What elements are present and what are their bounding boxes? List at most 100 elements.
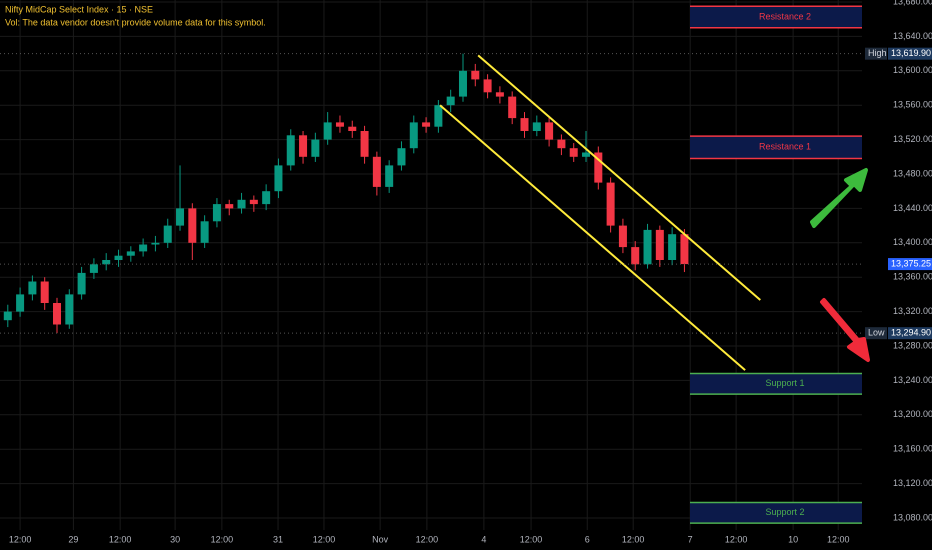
candle-body [483,79,492,93]
channel-line [439,104,746,371]
candle-body [40,281,49,303]
candle-body [53,303,62,325]
candle-body [618,225,627,248]
candle-body [89,264,98,273]
x-tick-label: 10 [788,534,798,544]
candle-body [557,139,566,149]
candle-body [360,131,369,157]
candle-body [65,294,74,325]
price-label-name-box [865,327,887,340]
y-tick-label: 13,360.00 [893,272,932,282]
candle-body [532,122,541,131]
candle-body [471,70,480,80]
candle-body [163,225,172,243]
overlay [0,53,862,371]
x-tick-label: 4 [481,534,486,544]
candle-body [385,165,394,187]
candle-body [643,229,652,265]
y-tick-label: 13,160.00 [893,444,932,454]
candle-body [631,247,640,265]
candle-body [680,234,689,265]
x-tick-label: 12:00 [313,534,336,544]
x-tick-label: 12:00 [211,534,234,544]
candle-body [348,126,357,131]
candle-body [237,199,246,209]
subtitle: Vol: The data vendor doesn't provide vol… [5,17,266,27]
candle-body [28,281,37,295]
y-tick-label: 13,440.00 [893,203,932,213]
price-label-name: Low [868,328,885,338]
grid [0,0,862,530]
zone-label: Resistance 2 [759,11,811,21]
zone-label: Support 2 [765,507,804,517]
candle-body [446,96,455,106]
zone-label: Support 1 [765,378,804,388]
candle-body [151,242,160,245]
candle-body [434,105,443,127]
zones: Resistance 2 Resistance 1 Support 1 Support… [690,5,880,524]
candle-body [594,152,603,183]
candle-body [262,191,271,205]
chart-title: Nifty MidCap Select Index · 15 · NSE [5,4,153,14]
candle-body [249,199,258,205]
y-tick-label: 13,240.00 [893,375,932,385]
x-tick-label: 6 [585,534,590,544]
price-label-box [888,327,932,340]
zone [690,6,880,28]
channel-line [477,54,761,301]
price-label-name-box [865,47,887,60]
candle-body [569,148,578,157]
zone [690,502,880,524]
candle-body [397,148,406,166]
y-tick-label: 13,320.00 [893,306,932,316]
candle-body [286,135,295,166]
x-tick-label: 12:00 [725,534,748,544]
candle-body [16,294,25,312]
candle-body [274,165,283,192]
price-label-box [888,47,932,60]
candle-body [188,208,197,243]
up-arrow [810,168,868,228]
y-tick-label: 13,120.00 [893,478,932,488]
candle-body [335,122,344,127]
candle-body [495,92,504,97]
x-tick-label: 12:00 [827,534,850,544]
x-tick-label: 30 [170,534,180,544]
candle-body [372,156,381,187]
y-tick-label: 13,200.00 [893,409,932,419]
zone [690,373,880,395]
candle-body [3,311,12,321]
candle-body [102,260,111,265]
y-tick-label: 13,560.00 [893,100,932,110]
candle-body [114,255,123,260]
candle-body [323,122,332,140]
x-tick-label: 29 [68,534,78,544]
y-tick-label: 13,520.00 [893,134,932,144]
price-label: 13,619.90 [891,48,931,58]
price-axis-panel [862,0,932,550]
candle-body [508,96,517,119]
candle-body [422,122,431,127]
price-label-name: High [868,48,887,58]
y-tick-label: 13,080.00 [893,512,932,522]
x-tick-label: 12:00 [9,534,32,544]
candle-body [299,135,308,157]
x-tick-label: 12:00 [622,534,645,544]
candle-body [212,204,221,222]
candle-body [655,229,664,260]
candle-body [139,244,148,252]
x-tick-label: 12:00 [416,534,439,544]
candle-body [409,122,418,149]
candle-body [545,122,554,140]
y-tick-label: 13,640.00 [893,31,932,41]
y-tick-label: 13,480.00 [893,168,932,178]
x-tick-label: Nov [372,534,389,544]
x-tick-label: 31 [273,534,283,544]
candle-body [582,152,591,157]
candle-body [606,182,615,226]
candle-body [200,221,209,243]
y-tick-label: 13,680.00 [893,0,932,6]
candle-body [668,234,677,260]
x-tick-label: 12:00 [109,534,132,544]
axes: 13,080.00 13,120.00 13,160.00 13,200.00 13,2… [9,0,932,550]
